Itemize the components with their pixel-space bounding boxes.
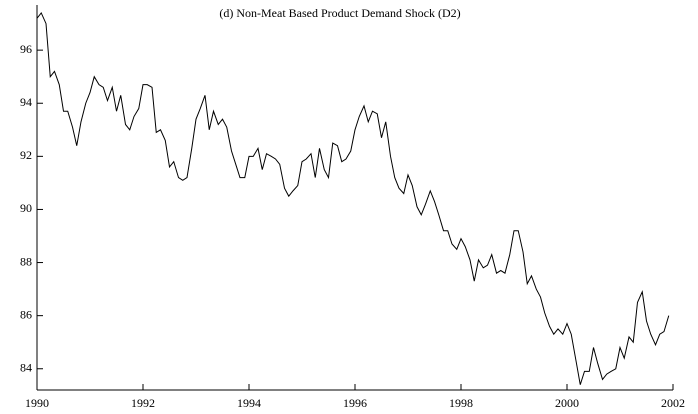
y-tick-label: 90 bbox=[20, 201, 32, 215]
y-tick-label: 84 bbox=[20, 361, 32, 375]
y-tick-label: 88 bbox=[20, 254, 32, 268]
x-tick-label: 2002 bbox=[661, 396, 685, 410]
x-tick-label: 2000 bbox=[555, 396, 579, 410]
line bbox=[36, 12, 670, 385]
x-tick-label: 1994 bbox=[237, 396, 261, 410]
x-tick-label: 1990 bbox=[25, 396, 49, 410]
x-tick-label: 1992 bbox=[131, 396, 155, 410]
y-tick-label: 94 bbox=[20, 95, 32, 109]
y-tick-label: 96 bbox=[20, 42, 32, 56]
x-tick-label: 1998 bbox=[449, 396, 473, 410]
y-tick-label: 92 bbox=[20, 148, 32, 162]
chart-title: (d) Non-Meat Based Product Demand Shock … bbox=[219, 6, 460, 20]
y-tick-label: 86 bbox=[20, 307, 32, 321]
x-tick-label: 1996 bbox=[343, 396, 367, 410]
